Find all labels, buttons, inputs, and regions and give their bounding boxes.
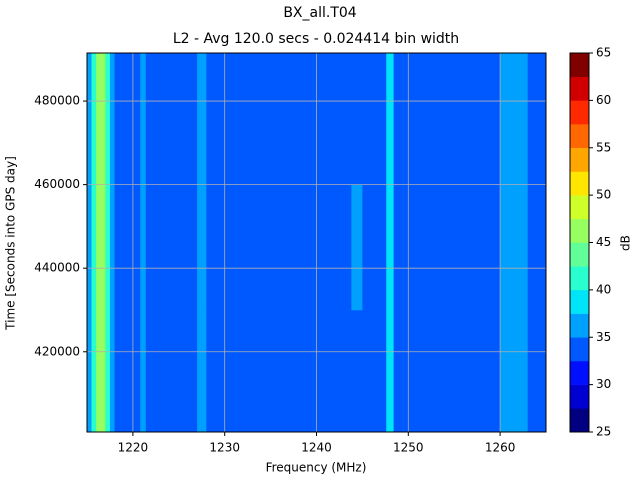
- heatmap-cell: [145, 309, 198, 433]
- heatmap-cell: [96, 184, 106, 311]
- heatmap-cell: [206, 184, 352, 311]
- colorbar-segment: [570, 313, 589, 338]
- colorbar-segment: [570, 408, 589, 433]
- heatmap-cell: [386, 309, 394, 433]
- chart-subtitle: L2 - Avg 120.0 secs - 0.024414 bin width: [173, 31, 459, 47]
- plot-frame: [86, 52, 547, 433]
- heatmap-cell: [197, 184, 207, 311]
- colorbar-label: dB: [619, 235, 633, 251]
- heatmap-cell: [500, 309, 528, 433]
- heatmap-cell: [362, 309, 387, 433]
- heatmap-cell: [105, 309, 111, 433]
- colorbar-segment: [570, 242, 589, 267]
- heatmap-cell: [91, 184, 97, 311]
- heatmap-cell: [109, 184, 115, 311]
- heatmap-cell: [140, 53, 147, 185]
- colorbar-tick-label: 65: [596, 46, 611, 60]
- heatmap-cell: [362, 53, 387, 185]
- heatmap-cell: [105, 184, 111, 311]
- colorbar-segment: [570, 100, 589, 125]
- colorbar-segment: [570, 384, 589, 409]
- heatmap-cell: [91, 309, 97, 433]
- y-tick-label: 420000: [34, 344, 80, 358]
- y-axis-label: Time [Seconds into GPS day]: [4, 156, 18, 331]
- x-tick-label: 1230: [209, 441, 240, 455]
- heatmap-cell: [105, 53, 111, 185]
- heatmap-cell: [91, 53, 97, 185]
- colorbar-segment: [570, 195, 589, 220]
- heatmap-cell: [145, 53, 198, 185]
- x-tick-label: 1220: [118, 441, 149, 455]
- x-tick-label: 1250: [393, 441, 424, 455]
- heatmap-cell: [206, 53, 352, 185]
- colorbar-segment: [570, 171, 589, 196]
- y-tick-label: 460000: [34, 177, 80, 191]
- chart-title: BX_all.T04: [283, 5, 356, 21]
- colorbar-tick-label: 40: [596, 282, 611, 296]
- colorbar-segment: [570, 53, 589, 77]
- heatmap-cell: [386, 184, 394, 311]
- heatmap-cell: [527, 53, 547, 185]
- heatmap-cell: [197, 53, 207, 185]
- heatmap-cell: [96, 309, 106, 433]
- heatmap-cell: [114, 309, 141, 433]
- heatmap-cell: [140, 184, 147, 311]
- colorbar-tick-label: 60: [596, 93, 611, 107]
- y-tick-label: 440000: [34, 261, 80, 275]
- heatmap-cell: [114, 53, 141, 185]
- colorbar-segment: [570, 337, 589, 362]
- x-axis-label: Frequency (MHz): [266, 461, 367, 475]
- heatmap-cell: [362, 184, 387, 311]
- colorbar-segment: [570, 266, 589, 291]
- colorbar-segment: [570, 147, 589, 172]
- x-tick-label: 1240: [301, 441, 332, 455]
- heatmap-cell: [500, 184, 528, 311]
- colorbar-segment: [570, 360, 589, 385]
- heatmap-cell: [206, 309, 352, 433]
- x-tick-label: 1260: [485, 441, 516, 455]
- heatmap-cell: [114, 184, 141, 311]
- heatmap-cell: [351, 184, 363, 311]
- heatmap-cell: [351, 309, 363, 433]
- heatmap-cell: [527, 309, 547, 433]
- heatmap-cell: [393, 53, 501, 185]
- heatmap-cell: [500, 53, 528, 185]
- heatmap-cell: [386, 53, 394, 185]
- heatmap-cell: [145, 184, 198, 311]
- heatmap-cell: [109, 309, 115, 433]
- colorbar-segment: [570, 76, 589, 101]
- heatmap-cell: [197, 309, 207, 433]
- colorbar-tick-label: 50: [596, 188, 611, 202]
- colorbar-tick-label: 30: [596, 377, 611, 391]
- heatmap-cell: [87, 309, 92, 433]
- heatmap-cell: [96, 53, 106, 185]
- heatmap-cell: [87, 53, 92, 185]
- colorbar-segment: [570, 289, 589, 314]
- heatmap-cell: [109, 53, 115, 185]
- heatmap-cell: [393, 309, 501, 433]
- heatmap-cell: [140, 309, 147, 433]
- heatmap-cell: [393, 184, 501, 311]
- colorbar-segment: [570, 218, 589, 243]
- heatmap-cell: [351, 53, 363, 185]
- colorbar-tick-label: 35: [596, 330, 611, 344]
- colorbar-tick-label: 55: [596, 140, 611, 154]
- colorbar-tick-label: 25: [596, 425, 611, 439]
- heatmap-cell: [87, 184, 92, 311]
- colorbar-tick-label: 45: [596, 235, 611, 249]
- colorbar-segment: [570, 124, 589, 149]
- y-tick-label: 480000: [34, 94, 80, 108]
- heatmap-cell: [527, 184, 547, 311]
